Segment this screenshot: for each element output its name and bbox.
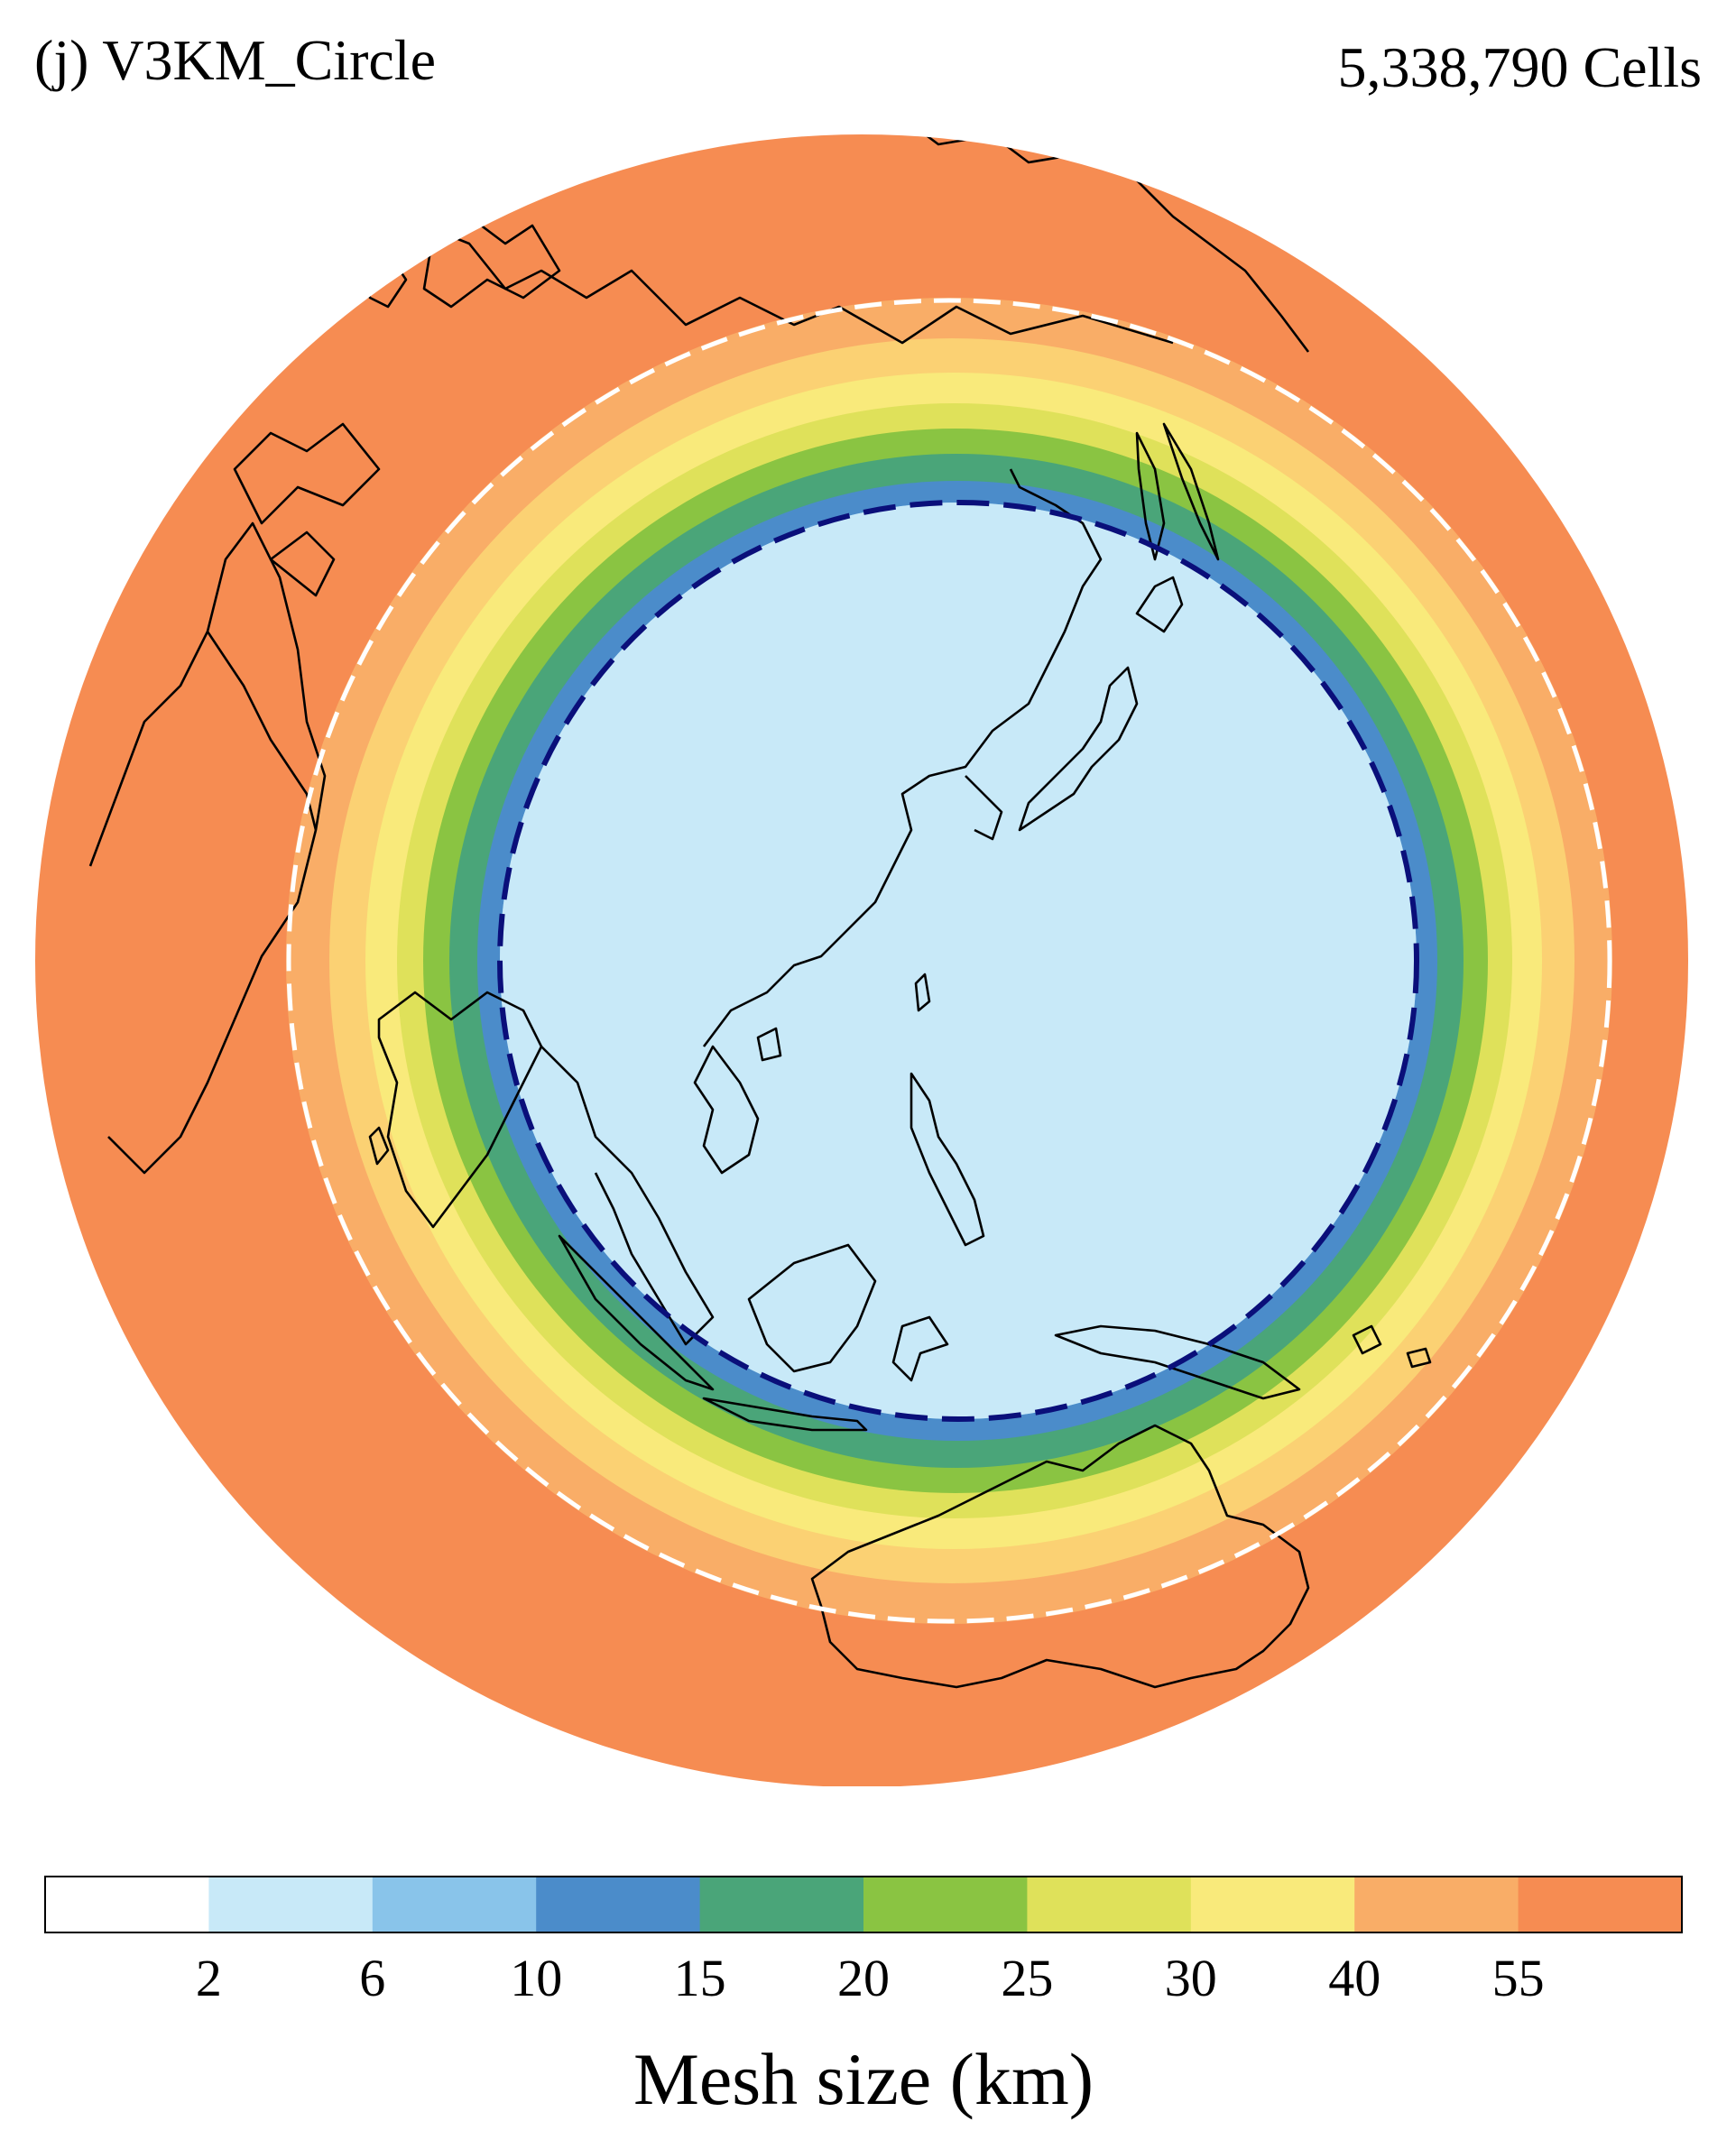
coastline-sakhalin [1135, 431, 1166, 561]
colorbar-tick-label: 25 [1001, 1949, 1053, 2007]
coastline-newguinea [1054, 1324, 1301, 1400]
mesh-ring-finest [500, 503, 1417, 1419]
colorbar-swatch-0 [45, 1877, 209, 1932]
colorbar-swatch-2 [372, 1877, 537, 1932]
outer-boundary-dashed-circle [286, 298, 1612, 1624]
colorbar-tick-label: 40 [1328, 1949, 1380, 2007]
coastline-east-asia [702, 468, 1103, 1047]
coastline-indochina [693, 1045, 760, 1175]
colorbar-tick-label: 15 [674, 1949, 726, 2007]
colorbar-swatch-7 [1190, 1877, 1355, 1932]
globe-map [35, 134, 1688, 1786]
coastline-africa [88, 521, 327, 1175]
mesh-size-rings [35, 134, 1688, 1786]
coastline-pacific-islands [1352, 1324, 1432, 1369]
coastline-europe [423, 224, 1174, 345]
colorbar: 2 6 10 15 20 25 30 40 55 Mesh size (km) [44, 1876, 1683, 2120]
colorbar-frame [44, 1876, 1683, 1933]
coastlines [88, 134, 1432, 1689]
colorbar-tick-label: 55 [1492, 1949, 1545, 2007]
colorbar-swatch-1 [208, 1877, 374, 1932]
coastline-srilanka [368, 1126, 390, 1166]
coastline-sumatra [558, 1234, 715, 1391]
coastline-hokkaido [1135, 576, 1184, 633]
coastline-caspian [269, 530, 336, 597]
colorbar-tick-labels: 2 6 10 15 20 25 30 40 55 [196, 1949, 1545, 2007]
inner-boundary-dashed-circle [497, 500, 1419, 1422]
colorbar-tick-label: 20 [837, 1949, 890, 2007]
panel-title: (j) V3KM_Circle [34, 28, 436, 92]
coastline-kamchatka [1162, 422, 1220, 561]
colorbar-swatch-3 [536, 1877, 701, 1932]
coastline-borneo [747, 1243, 877, 1373]
colorbar-swatch-4 [699, 1877, 864, 1932]
coastline-java [702, 1397, 868, 1432]
colorbar-tick-label: 30 [1165, 1949, 1217, 2007]
colorbar-tick-label: 10 [510, 1949, 562, 2007]
colorbar-swatches [45, 1877, 1683, 1932]
coastline-mediterranean [233, 422, 381, 525]
coastline-taiwan [914, 973, 931, 1012]
coastline-australia [810, 1424, 1310, 1689]
coastline-scandinavia [422, 215, 561, 309]
colorbar-swatch-8 [1354, 1877, 1519, 1932]
coastline-sulawesi [891, 1315, 949, 1382]
coastline-philippines [910, 1072, 985, 1247]
coastline-korea [965, 775, 1003, 841]
colorbar-swatch-6 [1027, 1877, 1192, 1932]
coastline-hainan [756, 1027, 782, 1062]
cell-count: 5,338,790 Cells [1337, 35, 1702, 99]
colorbar-label: Mesh size (km) [633, 2038, 1094, 2120]
coastline-arabia [206, 631, 318, 831]
coastline-seasia [540, 1046, 715, 1346]
colorbar-swatch-9 [1518, 1877, 1683, 1932]
colorbar-swatch-5 [863, 1877, 1028, 1932]
colorbar-tick-label: 2 [196, 1949, 222, 2007]
coastline-japan [1018, 666, 1139, 832]
coastline-india [377, 991, 543, 1229]
colorbar-tick-label: 6 [359, 1949, 385, 2007]
